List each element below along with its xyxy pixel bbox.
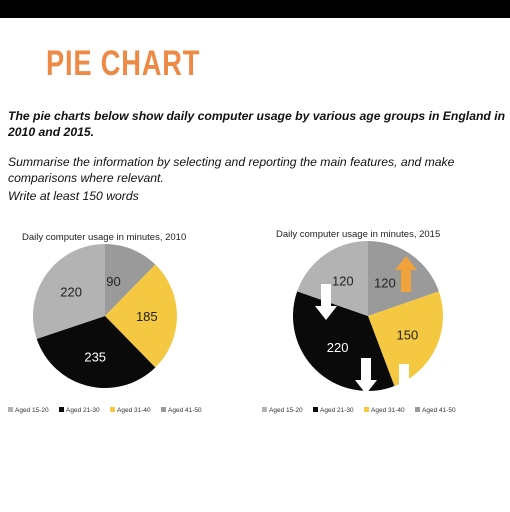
data-label-aged-31-40-2015: 150 <box>397 327 419 342</box>
pie-slice-aged-31-40-2010 <box>105 264 178 368</box>
pie-slice-aged-21-30-2010 <box>36 316 156 389</box>
data-label-aged-41-50-2010: 90 <box>106 274 120 289</box>
trend-arrow-down-aged-21-30 <box>355 358 377 394</box>
legend-swatch-aged-15-20-2010 <box>8 407 13 412</box>
task-instruction-1: Summarise the information by selecting a… <box>8 155 455 170</box>
pie-slice-aged-31-40-2015 <box>368 291 444 387</box>
legend-item-aged-31-40-2010: Aged 31-40 <box>117 407 151 414</box>
trend-arrow-down-aged-31-40 <box>393 364 415 400</box>
pie-chart-2015: Daily computer usage in minutes, 2015 120… <box>262 229 456 414</box>
data-label-aged-21-30-2010: 235 <box>84 350 106 365</box>
word-count-instruction: Write at least 150 words <box>8 189 139 204</box>
trend-arrow-up-aged-41-50 <box>395 256 417 292</box>
legend-swatch-aged-21-30-2010 <box>59 407 64 412</box>
task-instruction-2: comparisons where relevant. <box>8 171 164 186</box>
data-label-aged-15-20-2015: 120 <box>332 274 354 289</box>
pie-slice-aged-15-20-2010 <box>33 244 106 339</box>
top-bar <box>0 0 510 18</box>
legend-item-aged-41-50-2015: Aged 41-50 <box>422 407 456 414</box>
legend-item-aged-21-30-2015: Aged 21-30 <box>320 407 354 414</box>
legend-swatch-aged-41-50-2010 <box>161 407 166 412</box>
legend-swatch-aged-31-40-2015 <box>364 407 369 412</box>
chart-title-2010: Daily computer usage in minutes, 2010 <box>22 232 186 243</box>
data-label-aged-15-20-2010: 220 <box>60 285 82 300</box>
legend-swatch-aged-41-50-2015 <box>415 407 420 412</box>
legend-item-aged-21-30-2010: Aged 21-30 <box>66 407 100 414</box>
legend-item-aged-41-50-2010: Aged 41-50 <box>168 407 202 414</box>
legend-item-aged-15-20-2015: Aged 15-20 <box>269 407 303 414</box>
task-statement: The pie charts below show daily computer… <box>8 108 508 140</box>
task-line-1: The pie charts below show daily computer… <box>8 109 506 123</box>
data-label-aged-21-30-2015: 220 <box>327 340 349 355</box>
chart-title-2015: Daily computer usage in minutes, 2015 <box>276 229 440 240</box>
data-label-aged-31-40-2010: 185 <box>136 309 158 324</box>
page-title: PIE CHART <box>46 44 201 83</box>
legend-item-aged-31-40-2015: Aged 31-40 <box>371 407 405 414</box>
page-bottom <box>0 440 510 512</box>
trend-arrow-down-aged-15-20 <box>315 284 337 320</box>
pie-charts: Daily computer usage in minutes, 2010 90 1… <box>8 229 456 414</box>
legend-swatch-aged-31-40-2010 <box>110 407 115 412</box>
legend-item-aged-15-20-2010: Aged 15-20 <box>15 407 49 414</box>
legend-swatch-aged-21-30-2015 <box>313 407 318 412</box>
task-line-2: 2010 and 2015. <box>8 125 95 139</box>
pie-slice-aged-41-50-2010 <box>105 244 156 316</box>
data-label-aged-41-50-2015: 120 <box>374 276 396 291</box>
pie-slice-aged-15-20-2015 <box>297 241 368 316</box>
pie-chart-2010: Daily computer usage in minutes, 2010 90 1… <box>8 232 202 414</box>
legend-swatch-aged-15-20-2015 <box>262 407 267 412</box>
